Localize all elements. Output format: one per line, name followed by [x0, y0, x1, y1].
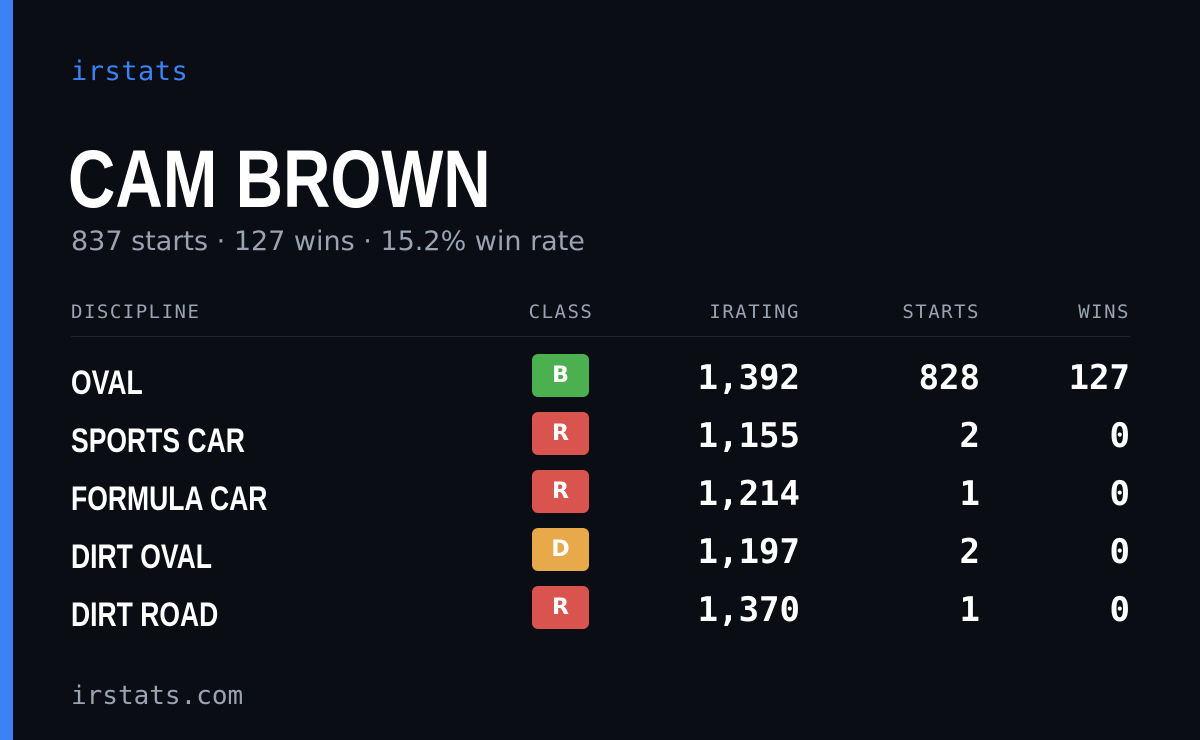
column-header-wins: WINS [1078, 301, 1130, 323]
table-row: FORMULA CAR R 1,214 1 0 [0, 466, 1200, 524]
column-header-starts: STARTS [902, 301, 980, 323]
class-badge: R [532, 586, 589, 629]
wins-value: 0 [1109, 416, 1130, 456]
irating-value: 1,392 [697, 358, 800, 398]
table-row: OVAL B 1,392 828 127 [0, 350, 1200, 408]
starts-value: 2 [959, 416, 980, 456]
irating-value: 1,214 [697, 474, 800, 514]
starts-value: 1 [959, 590, 980, 630]
starts-value: 1 [959, 474, 980, 514]
discipline-name: SPORTS CAR [71, 422, 245, 460]
column-header-discipline: DISCIPLINE [71, 301, 201, 323]
class-badge: R [532, 412, 589, 455]
starts-value: 2 [959, 532, 980, 572]
irating-value: 1,155 [697, 416, 800, 456]
discipline-name: DIRT OVAL [71, 538, 212, 576]
discipline-name: OVAL [71, 364, 143, 402]
column-header-irating: IRATING [709, 301, 800, 323]
class-badge: D [532, 528, 589, 571]
discipline-name: FORMULA CAR [71, 480, 268, 518]
irating-value: 1,197 [697, 532, 800, 572]
driver-summary: 837 starts · 127 wins · 15.2% win rate [71, 226, 585, 257]
starts-value: 828 [918, 358, 980, 398]
irating-value: 1,370 [697, 590, 800, 630]
wins-value: 0 [1109, 474, 1130, 514]
discipline-table: OVAL B 1,392 828 127 SPORTS CAR R 1,155 … [0, 350, 1200, 640]
footer-url: irstats.com [71, 681, 244, 711]
brand-logo-text: irstats [71, 56, 189, 87]
column-header-class: CLASS [528, 301, 594, 323]
class-badge: B [532, 354, 589, 397]
discipline-name: DIRT ROAD [71, 596, 219, 634]
table-row: DIRT ROAD R 1,370 1 0 [0, 582, 1200, 640]
class-badge: R [532, 470, 589, 513]
header-divider [71, 336, 1130, 337]
table-row: SPORTS CAR R 1,155 2 0 [0, 408, 1200, 466]
accent-bar [0, 0, 13, 740]
wins-value: 127 [1068, 358, 1130, 398]
driver-name: CAM BROWN [68, 134, 491, 225]
wins-value: 0 [1109, 532, 1130, 572]
table-row: DIRT OVAL D 1,197 2 0 [0, 524, 1200, 582]
wins-value: 0 [1109, 590, 1130, 630]
